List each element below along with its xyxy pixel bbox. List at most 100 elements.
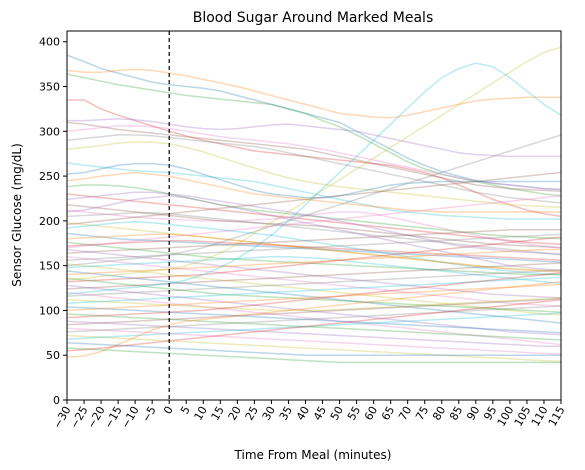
series-line-53 <box>66 347 561 364</box>
series-line-56 <box>66 171 562 226</box>
x-tick-label: 90 <box>464 404 482 423</box>
chart-title: Blood Sugar Around Marked Meals <box>193 10 434 26</box>
x-tick-label: 35 <box>277 404 295 423</box>
y-tick-label: 350 <box>39 81 60 94</box>
series-line-35 <box>66 284 562 336</box>
series-line-3 <box>66 73 562 197</box>
series-line-7 <box>66 125 562 191</box>
series-line-11 <box>66 162 561 199</box>
series-line-9 <box>66 141 562 209</box>
series-line-49 <box>66 334 562 363</box>
y-axis-title: Sensor Glucose (mg/dL) <box>10 143 24 287</box>
series-line-38 <box>66 269 562 297</box>
x-tick-label: 100 <box>495 404 517 429</box>
y-tick-label: 50 <box>46 349 60 362</box>
series-line-58 <box>66 134 562 267</box>
x-tick-label: 15 <box>209 404 227 423</box>
plot-frame <box>66 30 562 401</box>
series-line-46 <box>66 298 562 326</box>
series-line-6 <box>66 121 562 193</box>
series-line-48 <box>66 305 562 333</box>
series-line-40 <box>66 276 562 305</box>
series-line-33 <box>66 277 562 313</box>
x-tick-label: 5 <box>178 404 193 417</box>
series-line-44 <box>66 272 562 319</box>
series-line-22 <box>66 233 562 273</box>
x-tick-label: 65 <box>379 404 397 423</box>
x-tick-label: 110 <box>529 404 551 429</box>
y-tick-label: 100 <box>39 304 60 317</box>
x-tick-label: 60 <box>362 404 380 423</box>
series-line-57 <box>66 195 562 249</box>
series-line-36 <box>66 262 562 290</box>
x-tick-label: 55 <box>345 404 363 423</box>
y-axis-ticks: 0 50 100 150 200 250 300 350 400 <box>39 36 67 407</box>
series-line-12 <box>66 171 561 213</box>
series-line-28 <box>66 233 562 262</box>
series-line-39 <box>66 297 562 312</box>
x-tick-label: 80 <box>430 404 448 423</box>
series-line-10 <box>66 161 561 220</box>
series-line-34 <box>66 236 562 283</box>
series-lines <box>66 46 562 364</box>
x-tick-label: 20 <box>226 404 244 423</box>
series-line-25 <box>66 248 562 299</box>
series-line-29 <box>66 263 562 316</box>
series-line-43 <box>66 313 562 341</box>
x-tick-label: 105 <box>512 404 534 429</box>
series-line-59 <box>66 46 562 281</box>
x-tick-label: 70 <box>396 404 414 423</box>
series-line-50 <box>66 312 562 340</box>
series-line-16 <box>66 204 562 249</box>
y-tick-label: 200 <box>39 215 60 228</box>
x-tick-label: 30 <box>260 404 278 423</box>
x-tick-label: 95 <box>481 404 499 423</box>
series-line-18 <box>66 212 562 256</box>
y-tick-label: 300 <box>39 125 60 138</box>
x-tick-label: 10 <box>192 404 210 423</box>
x-axis-title: Time From Meal (minutes) <box>234 448 392 462</box>
series-line-24 <box>66 239 562 262</box>
series-line-45 <box>66 320 561 348</box>
series-line-20 <box>66 221 562 276</box>
series-line-32 <box>66 248 561 276</box>
series-line-4 <box>67 99 562 218</box>
series-line-42 <box>66 283 562 312</box>
series-line-15 <box>66 191 562 255</box>
x-tick-label: 85 <box>447 404 465 423</box>
series-line-2 <box>66 68 561 119</box>
series-line-5 <box>67 118 561 158</box>
series-line-1 <box>66 54 562 191</box>
series-line-52 <box>66 281 562 358</box>
series-line-51 <box>66 341 561 356</box>
series-line-54 <box>66 298 562 352</box>
series-line-19 <box>66 221 562 272</box>
y-tick-label: 0 <box>53 394 60 407</box>
x-tick-label: 25 <box>243 404 261 423</box>
series-line-13 <box>66 184 562 240</box>
series-line-60 <box>66 62 562 296</box>
series-line-41 <box>66 306 562 334</box>
series-line-37 <box>66 291 562 346</box>
series-line-8 <box>66 134 562 204</box>
series-line-17 <box>66 209 562 249</box>
x-tick-label: −10 <box>119 404 142 431</box>
x-tick-label: 115 <box>546 404 568 429</box>
series-line-31 <box>66 270 562 324</box>
x-tick-label: 45 <box>311 404 329 423</box>
x-tick-label: 0 <box>161 404 176 417</box>
series-line-47 <box>66 327 562 356</box>
series-line-27 <box>66 255 562 307</box>
x-tick-label: 40 <box>294 404 312 423</box>
series-line-23 <box>66 241 561 276</box>
y-tick-label: 400 <box>39 36 60 49</box>
series-line-55 <box>66 195 562 271</box>
y-tick-label: 250 <box>39 170 60 183</box>
series-line-30 <box>66 255 562 285</box>
series-line-26 <box>66 229 561 254</box>
x-tick-label: 50 <box>328 404 346 423</box>
x-tick-label: 75 <box>413 404 431 423</box>
x-axis-ticks: −30−25−20−15−10−5 0 5101520253035404550556… <box>51 400 568 431</box>
y-tick-label: 150 <box>39 260 60 273</box>
